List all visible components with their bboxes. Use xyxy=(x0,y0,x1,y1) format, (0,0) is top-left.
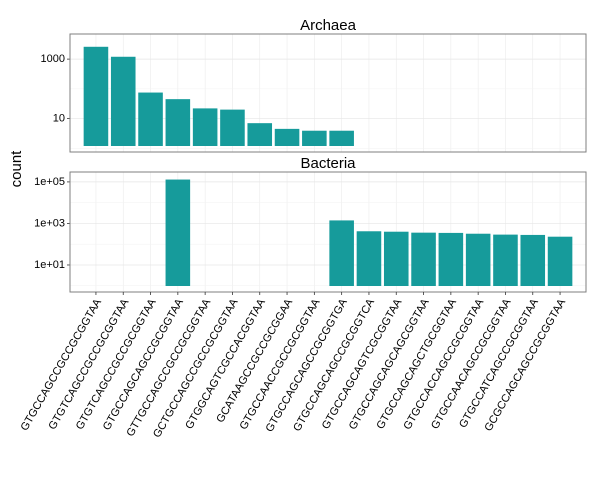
bar xyxy=(192,108,218,146)
bar xyxy=(438,232,464,286)
y-axis-label: count xyxy=(8,150,25,188)
panel-border xyxy=(69,33,587,153)
bar xyxy=(329,130,354,146)
bar xyxy=(302,130,327,146)
panel-title-archaea: Archaea xyxy=(300,17,357,34)
bar xyxy=(547,236,573,286)
bar xyxy=(110,56,136,146)
panel-border xyxy=(69,171,587,293)
panel-archaea: Archaea 10 1000 xyxy=(41,17,587,153)
panel-bacteria: Bacteria 1e+01 1e+03 1e+05 xyxy=(34,155,587,293)
bar xyxy=(220,109,245,146)
bar xyxy=(247,123,273,146)
bar xyxy=(274,128,300,146)
bar xyxy=(165,99,191,146)
bar xyxy=(329,220,354,286)
y-tick-label: 1000 xyxy=(41,53,65,65)
bar xyxy=(520,234,546,286)
y-tick-label: 1e+05 xyxy=(34,176,65,188)
bar xyxy=(383,231,409,286)
y-tick-label: 1e+01 xyxy=(34,259,65,271)
bar xyxy=(493,234,518,286)
bar xyxy=(138,92,163,146)
panel-title-bacteria: Bacteria xyxy=(300,155,356,172)
y-tick-label: 1e+03 xyxy=(34,217,65,229)
panel-strip-bacteria xyxy=(70,156,586,172)
y-tick-label: 10 xyxy=(53,112,65,124)
x-axis-ticks: GTGCCAGCCGCCGCGGTAAGTGTCAGCCGCCGCGGTAAGT… xyxy=(19,292,569,440)
bar xyxy=(465,233,491,286)
panel-strip-archaea xyxy=(70,18,586,34)
bar xyxy=(165,179,191,286)
bar xyxy=(83,46,109,147)
bar xyxy=(356,231,382,286)
bar xyxy=(411,232,436,286)
